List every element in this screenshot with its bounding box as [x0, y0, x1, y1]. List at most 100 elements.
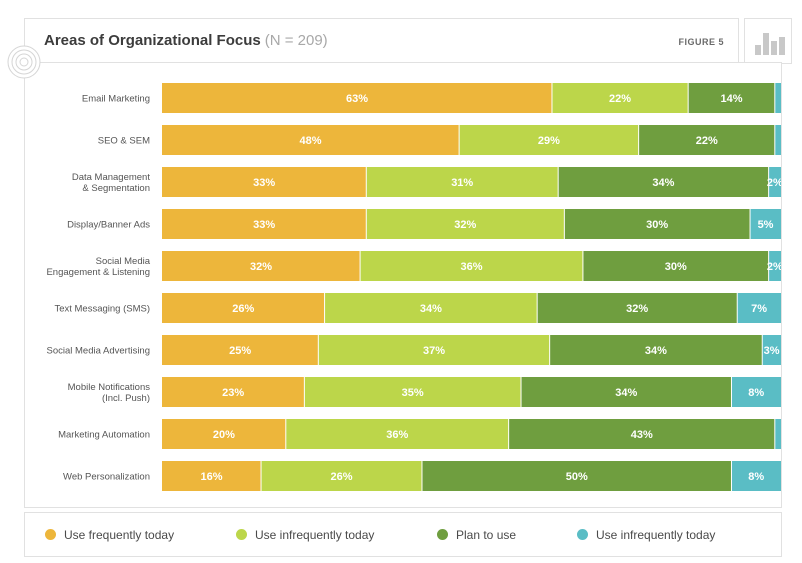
data-label: 5%: [758, 219, 774, 231]
bar-segment: [774, 83, 781, 113]
category-label-line: (Incl. Push): [102, 393, 150, 404]
data-label: 63%: [346, 93, 368, 105]
legend-swatch: [577, 529, 588, 540]
bar-segment: [162, 293, 325, 323]
chart-svg: Email Marketing 63% 22% 14% SEO & SEM 48% 29% 2…: [46, 83, 783, 491]
bar-segment: [162, 209, 367, 239]
category-label: SEO & SEM: [98, 136, 150, 147]
data-label: 33%: [253, 219, 275, 231]
data-label: 3%: [764, 345, 780, 357]
data-label: 36%: [386, 429, 408, 441]
data-label: 34%: [615, 387, 637, 399]
bar-segment: [768, 167, 781, 197]
category-label: Mobile Notifications (Incl. Push): [68, 382, 151, 404]
data-label: 32%: [454, 219, 476, 231]
bar-segment: [318, 335, 550, 365]
data-label: 50%: [566, 471, 588, 483]
bar-segment: [421, 461, 732, 491]
legend-label: Plan to use: [456, 528, 517, 542]
data-label: 34%: [652, 177, 674, 189]
bar-segment: [162, 335, 319, 365]
chart-subtitle: (N = 209): [264, 32, 328, 49]
bar-segment: [285, 419, 509, 449]
bar-chart-icon: [755, 33, 785, 55]
data-label: 48%: [300, 135, 322, 147]
bar-segment: [762, 335, 781, 365]
data-label: 23%: [222, 387, 244, 399]
data-label: 8%: [748, 471, 764, 483]
data-label: 25%: [229, 345, 251, 357]
category-label: Data Management & Segmentation: [72, 172, 151, 194]
data-label: 33%: [253, 177, 275, 189]
category-label-line: Text Messaging (SMS): [54, 304, 150, 315]
chart-title: Areas of Organizational Focus (N = 209): [44, 32, 328, 49]
bar-segment: [564, 209, 751, 239]
category-label: Web Personalization: [63, 472, 150, 483]
bar-segment: [366, 167, 559, 197]
data-label: 26%: [232, 303, 254, 315]
data-label: 22%: [609, 93, 631, 105]
bar-segment: [324, 293, 538, 323]
bar-segment: [162, 461, 262, 491]
legend-label: Use infrequently today: [255, 528, 375, 542]
category-label: Text Messaging (SMS): [54, 304, 150, 315]
chart-panel: Email Marketing 63% 22% 14% SEO & SEM 48% 29% 2…: [24, 62, 783, 508]
bar-segment: [162, 251, 361, 281]
data-label: 2%: [767, 177, 781, 189]
bar-segment: [162, 125, 460, 155]
bar-segment: [162, 167, 367, 197]
category-label-line: Social Media Advertising: [47, 346, 151, 357]
bar-segment: [768, 251, 781, 281]
data-label: 14%: [720, 93, 742, 105]
category-label-line: Mobile Notifications: [68, 382, 151, 393]
category-label-line: Data Management: [72, 172, 151, 183]
data-label: 34%: [645, 345, 667, 357]
bar-segment: [521, 377, 732, 407]
category-label-line: Social Media: [96, 256, 151, 267]
data-label: 43%: [631, 429, 653, 441]
data-label: 31%: [451, 177, 473, 189]
bar-segment: [750, 209, 781, 239]
category-label: Marketing Automation: [58, 430, 150, 441]
bar-segment: [162, 419, 286, 449]
bar-segment: [508, 419, 775, 449]
category-label: Email Marketing: [82, 94, 150, 105]
bar-segment: [459, 125, 639, 155]
data-label: 2%: [767, 261, 781, 273]
bar-segment: [304, 377, 522, 407]
data-label: 35%: [402, 387, 424, 399]
bar-segment: [162, 83, 552, 113]
bar-segment: [549, 335, 763, 365]
data-label: 36%: [460, 261, 482, 273]
data-label: 29%: [538, 135, 560, 147]
category-label-line: Web Personalization: [63, 472, 150, 483]
data-label: 26%: [330, 471, 352, 483]
category-label-line: Display/Banner Ads: [67, 220, 150, 231]
legend-swatch: [45, 529, 56, 540]
concentric-circles-icon: [7, 45, 41, 79]
bar-segment: [688, 83, 775, 113]
chart-title-text: Areas of Organizational Focus: [44, 32, 261, 49]
data-label: 7%: [751, 303, 767, 315]
legend-label: Use frequently today: [64, 528, 175, 542]
category-label: Social Media Engagement & Listening: [46, 256, 150, 278]
bar-segment: [558, 167, 769, 197]
category-label-line: Engagement & Listening: [46, 267, 150, 278]
chart-header: Areas of Organizational Focus (N = 209) F…: [24, 18, 739, 63]
bar-segment: [366, 209, 565, 239]
bar-segment: [360, 251, 583, 281]
legend-swatch: [437, 529, 448, 540]
data-label: 8%: [748, 387, 764, 399]
category-label-line: Marketing Automation: [58, 430, 150, 441]
legend-label: Use infrequently today: [596, 528, 716, 542]
bar-segment: [731, 461, 781, 491]
bar-segment: [582, 251, 769, 281]
data-label: 37%: [423, 345, 445, 357]
bar-segment: [731, 377, 781, 407]
category-label-line: Email Marketing: [82, 94, 150, 105]
category-label-line: SEO & SEM: [98, 136, 150, 147]
data-label: 30%: [646, 219, 668, 231]
figure-label: FIGURE 5: [678, 37, 724, 47]
legend-swatch: [236, 529, 247, 540]
category-label: Social Media Advertising: [47, 346, 151, 357]
